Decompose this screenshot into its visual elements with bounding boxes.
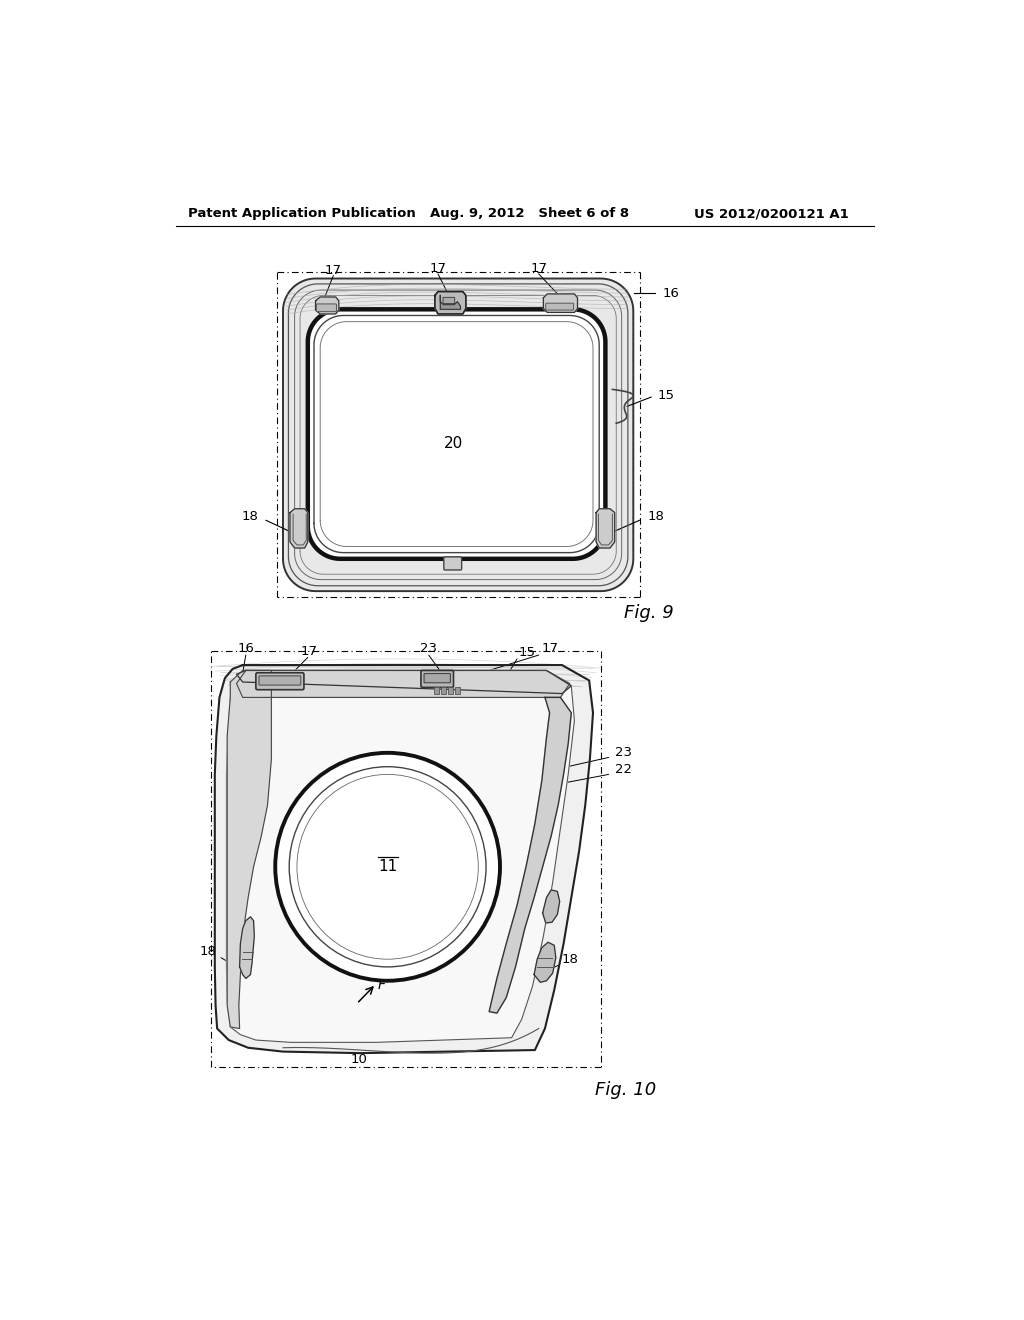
FancyBboxPatch shape <box>259 676 301 685</box>
Text: 18: 18 <box>647 510 665 523</box>
FancyBboxPatch shape <box>316 304 337 312</box>
Bar <box>449 688 453 693</box>
Text: 18: 18 <box>562 953 579 966</box>
Text: 17: 17 <box>530 261 547 275</box>
Text: Fig. 9: Fig. 9 <box>624 603 674 622</box>
FancyBboxPatch shape <box>443 297 455 304</box>
Text: 23: 23 <box>420 642 437 655</box>
Bar <box>455 688 460 693</box>
Text: 23: 23 <box>614 746 632 759</box>
Polygon shape <box>535 942 556 982</box>
Text: 18: 18 <box>200 945 216 958</box>
FancyBboxPatch shape <box>256 673 304 689</box>
Text: 17: 17 <box>325 264 342 277</box>
Polygon shape <box>489 697 571 1014</box>
Bar <box>434 688 438 693</box>
Text: 17: 17 <box>301 644 317 657</box>
Polygon shape <box>435 292 466 314</box>
Text: Aug. 9, 2012   Sheet 6 of 8: Aug. 9, 2012 Sheet 6 of 8 <box>430 207 630 220</box>
Text: 17: 17 <box>541 643 558 656</box>
Text: US 2012/0200121 A1: US 2012/0200121 A1 <box>693 207 849 220</box>
Polygon shape <box>283 279 633 591</box>
Polygon shape <box>237 671 569 697</box>
Ellipse shape <box>289 767 486 968</box>
Polygon shape <box>315 297 339 314</box>
Text: 18: 18 <box>242 510 258 523</box>
Ellipse shape <box>275 752 500 981</box>
Polygon shape <box>226 671 574 1043</box>
Bar <box>441 688 445 693</box>
FancyBboxPatch shape <box>546 304 573 310</box>
Text: 17: 17 <box>429 261 446 275</box>
Text: 20: 20 <box>443 436 463 451</box>
Polygon shape <box>308 309 605 558</box>
Polygon shape <box>240 917 254 978</box>
Text: 16: 16 <box>663 286 680 300</box>
Polygon shape <box>440 296 461 309</box>
Polygon shape <box>237 671 571 693</box>
FancyBboxPatch shape <box>424 673 451 682</box>
Polygon shape <box>227 671 271 1028</box>
Text: 16: 16 <box>238 642 254 655</box>
Polygon shape <box>543 890 560 923</box>
Text: 15: 15 <box>518 647 536 659</box>
Polygon shape <box>596 508 614 548</box>
FancyBboxPatch shape <box>421 671 454 688</box>
Text: 10: 10 <box>350 1053 368 1065</box>
FancyBboxPatch shape <box>443 557 462 570</box>
Polygon shape <box>290 508 308 548</box>
Polygon shape <box>215 665 593 1053</box>
Text: Patent Application Publication: Patent Application Publication <box>188 207 416 220</box>
Text: 22: 22 <box>614 763 632 776</box>
Text: F: F <box>378 978 386 993</box>
Ellipse shape <box>297 775 478 960</box>
Text: 15: 15 <box>657 389 675 403</box>
Polygon shape <box>544 294 578 313</box>
Text: Fig. 10: Fig. 10 <box>595 1081 656 1100</box>
Text: 11: 11 <box>378 859 397 874</box>
